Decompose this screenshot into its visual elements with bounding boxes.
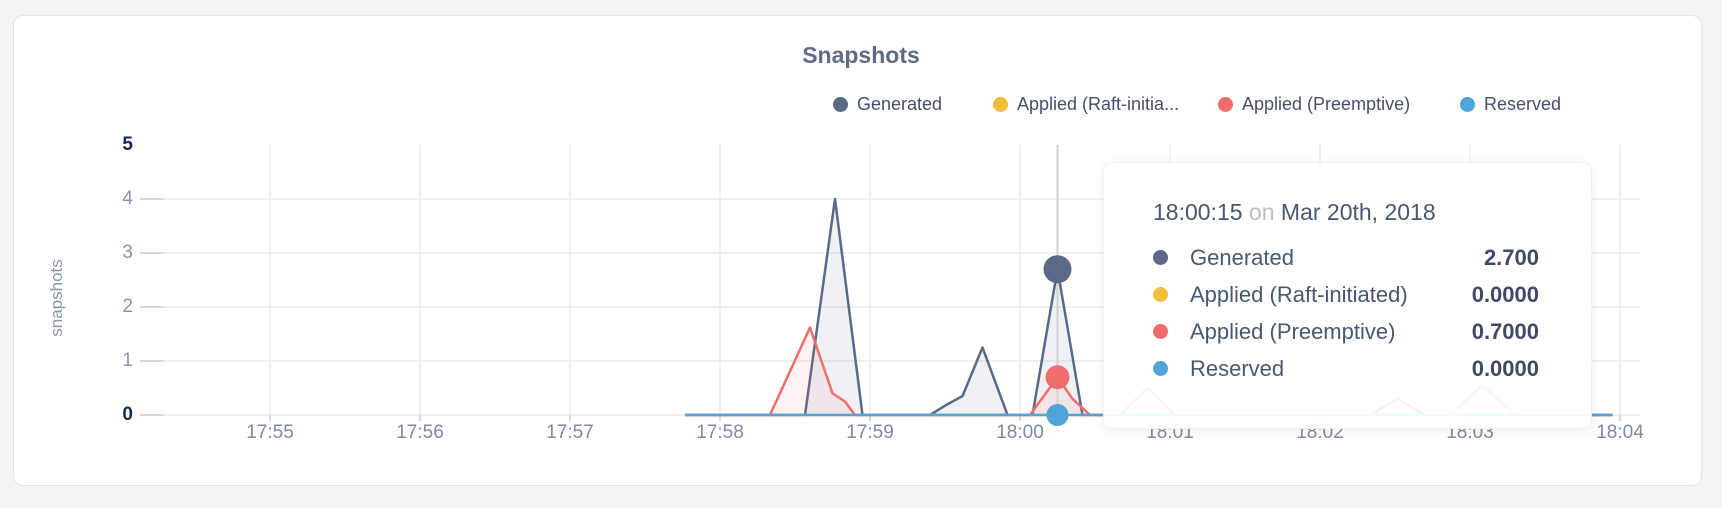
- tooltip-date: Mar 20th, 2018: [1280, 199, 1436, 225]
- y-tick-label: 3: [122, 242, 133, 263]
- y-tick-label: 2: [122, 296, 133, 317]
- x-tick-label: 18:04: [1596, 422, 1644, 443]
- tooltip-row-generated: Generated 2.700: [1153, 239, 1539, 276]
- tooltip-time: 18:00:15: [1153, 199, 1243, 225]
- legend-label: Generated: [857, 93, 943, 114]
- series-area-applied-preemptive-: [685, 327, 1613, 415]
- x-tick-label: 17:58: [696, 422, 744, 443]
- legend-label: Reserved: [1484, 93, 1562, 114]
- x-tick-label: 17:55: [246, 422, 294, 443]
- legend-item-reserved[interactable]: Reserved: [1460, 92, 1561, 116]
- hover-tooltip: 18:00:15 on Mar 20th, 2018 Generated 2.70…: [1103, 162, 1592, 429]
- y-tick-label: 0: [122, 404, 133, 425]
- tooltip-series-label: Applied (Raft-initiated): [1190, 281, 1408, 307]
- tooltip-rows: Generated 2.700 Applied (Raft-initiated) 0.…: [1153, 239, 1539, 387]
- highlight-dot-generated: [1043, 255, 1072, 284]
- x-tick-label: 17:56: [396, 422, 444, 443]
- tooltip-row-reserved: Reserved 0.0000: [1153, 350, 1539, 387]
- highlight-dot-applied-preemptive-: [1045, 365, 1070, 390]
- tooltip-series-value: 0.0000: [1471, 355, 1539, 381]
- tooltip-series-value: 2.700: [1483, 244, 1539, 270]
- y-tick-label: 4: [122, 188, 133, 209]
- tooltip-header: 18:00:15 on Mar 20th, 2018: [1153, 197, 1539, 227]
- legend-label: Applied (Raft-initia...: [1017, 93, 1180, 114]
- y-tick-label: 1: [122, 350, 133, 371]
- y-tick-label: 5: [122, 134, 133, 155]
- tooltip-series-dot-icon: [1153, 287, 1168, 302]
- y-axis-label: snapshots: [47, 259, 66, 337]
- x-tick-label: 17:57: [546, 422, 594, 443]
- chart-title: Snapshots: [802, 42, 920, 68]
- tooltip-series-label: Reserved: [1190, 355, 1285, 381]
- tooltip-series-dot-icon: [1153, 250, 1168, 265]
- highlight-dot-reserved: [1046, 404, 1069, 426]
- legend-item-applied-raft-initia-[interactable]: Applied (Raft-initia...: [993, 92, 1179, 116]
- chart-legend: Generated Applied (Raft-initia... Applied …: [0, 92, 1722, 116]
- legend-item-applied-preemptive-[interactable]: Applied (Preemptive): [1218, 92, 1410, 116]
- legend-dot-icon: [1218, 96, 1233, 112]
- tooltip-conjunction: on: [1248, 199, 1275, 225]
- tooltip-series-value: 0.0000: [1471, 281, 1539, 307]
- tooltip-series-dot-icon: [1153, 361, 1168, 376]
- tooltip-series-label: Generated: [1190, 244, 1294, 270]
- legend-item-generated[interactable]: Generated: [833, 92, 942, 116]
- tooltip-row-applied-preemptive-: Applied (Preemptive) 0.7000: [1153, 313, 1539, 350]
- tooltip-series-value: 0.7000: [1471, 318, 1539, 344]
- tooltip-series-dot-icon: [1153, 324, 1168, 339]
- x-tick-label: 17:59: [846, 422, 894, 443]
- tooltip-series-label: Applied (Preemptive): [1190, 318, 1396, 344]
- legend-dot-icon: [833, 96, 848, 112]
- x-tick-label: 18:00: [996, 422, 1044, 443]
- legend-dot-icon: [993, 96, 1008, 112]
- legend-label: Applied (Preemptive): [1242, 93, 1411, 114]
- tooltip-row-applied-raft-initiated-: Applied (Raft-initiated) 0.0000: [1153, 276, 1539, 313]
- legend-dot-icon: [1460, 96, 1475, 112]
